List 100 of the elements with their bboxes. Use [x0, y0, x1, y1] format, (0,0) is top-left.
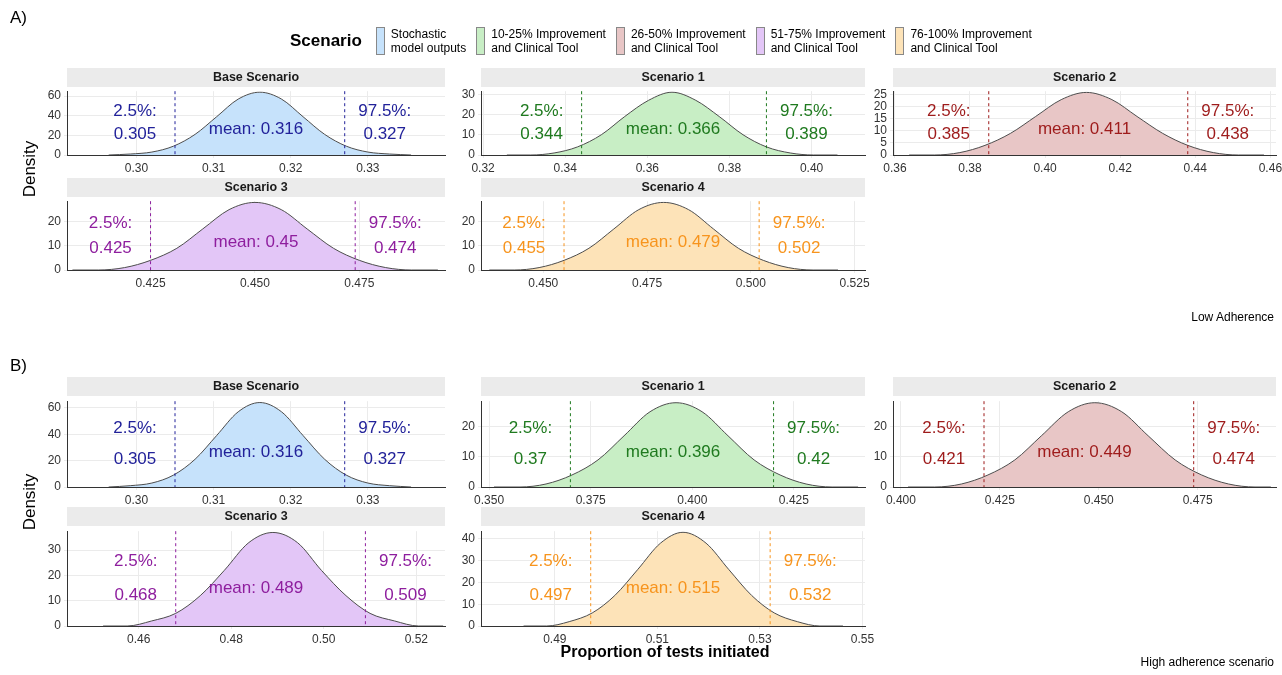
x-tick-label: 0.38 [958, 160, 982, 175]
y-tick-label: 40 [47, 108, 62, 123]
x-tick-label: 0.33 [356, 492, 380, 507]
x-tick-label: 0.36 [883, 160, 907, 175]
chart-title: Scenario 1 [481, 68, 865, 87]
y-tick-label: 20 [47, 452, 62, 467]
x-tick-label: 0.44 [1183, 160, 1208, 175]
x-tick-label: 0.40 [1033, 160, 1058, 175]
x-tick-label: 0.36 [635, 160, 660, 175]
annotation: mean: 0.515 [625, 577, 721, 597]
y-tick-label: 10 [461, 596, 476, 611]
y-tick-label: 5 [880, 135, 888, 150]
x-tick-label: 0.525 [839, 275, 870, 290]
chart-title: Scenario 2 [893, 377, 1276, 396]
x-tick-label: 0.33 [356, 160, 380, 175]
ref-line-label: 2.5%: 0.455 [502, 212, 546, 257]
x-tick-label: 0.40 [799, 160, 824, 175]
x-tick-label: 0.475 [632, 275, 663, 290]
y-tick-label: 20 [461, 214, 476, 229]
y-tick-label: 20 [873, 99, 888, 114]
y-tick-label: 20 [461, 106, 476, 121]
ref-line-label: 2.5%: 0.425 [88, 212, 133, 257]
annotation: mean: 0.489 [208, 577, 304, 597]
text: 76-100% Improvement and Clinical Tool [910, 27, 1032, 55]
ref-line-label: 2.5%: 0.305 [113, 101, 157, 144]
y-tick-label: 10 [873, 449, 888, 464]
x-tick-label: 0.375 [575, 492, 607, 507]
x-tick-label: 0.46 [1258, 160, 1282, 175]
x-tick-label: 0.350 [474, 492, 505, 507]
y-tick-label: 60 [47, 88, 62, 103]
chart-title: Base Scenario [67, 68, 445, 87]
x-tick-label: 0.50 [312, 631, 336, 646]
y-tick-label: 10 [873, 123, 888, 138]
x-tick-label: 0.450 [528, 275, 559, 290]
y-tick-label: 30 [461, 86, 476, 101]
ref-line-label: 97.5%: 0.532 [783, 551, 837, 605]
x-tick-label: 0.46 [127, 631, 151, 646]
x-tick-label: 0.31 [201, 492, 226, 507]
x-tick-label: 0.53 [748, 631, 772, 646]
x-tick-label: 0.34 [553, 160, 578, 175]
ref-line-label: 97.5%: 0.509 [378, 551, 432, 605]
x-tick-label: 0.425 [778, 492, 810, 507]
y-tick-label: 0 [880, 147, 888, 162]
ref-line-label: 97.5%: 0.327 [358, 101, 412, 144]
y-tick-label: 25 [873, 87, 888, 102]
ref-line-label: 97.5%: 0.389 [779, 101, 833, 144]
y-tick-label: 0 [54, 618, 62, 633]
text: B) [10, 356, 27, 376]
x-axis-title: Proportion of tests initiated [560, 643, 770, 661]
x-tick-label: 0.425 [984, 492, 1016, 507]
ref-line-label: 97.5%: 0.327 [358, 418, 412, 469]
chart-title: Base Scenario [67, 377, 445, 396]
x-tick-label: 0.400 [885, 492, 917, 507]
y-tick-label: 20 [47, 127, 62, 142]
chart-title: Scenario 3 [67, 178, 445, 197]
y-tick-label: 20 [47, 567, 62, 582]
y-tick-label: 20 [461, 574, 476, 589]
y-tick-label: 40 [461, 531, 476, 546]
x-tick-label: 0.48 [219, 631, 244, 646]
y-tick-label: 20 [461, 419, 476, 434]
text: Low Adherence [1191, 310, 1274, 324]
x-tick-label: 0.475 [344, 275, 375, 290]
x-tick-label: 0.55 [850, 631, 875, 646]
chart-title: Scenario 3 [67, 507, 445, 526]
ref-line-label: 97.5%: 0.42 [787, 418, 841, 469]
y-tick-label: 10 [461, 238, 476, 253]
ref-line-label: 2.5%: 0.385 [927, 101, 971, 144]
x-tick-label: 0.32 [279, 492, 303, 507]
y-tick-label: 40 [47, 426, 62, 441]
chart-title: Scenario 4 [481, 178, 865, 197]
annotation: mean: 0.316 [208, 119, 304, 139]
annotation: mean: 0.396 [625, 442, 721, 462]
y-tick-label: 0 [468, 479, 476, 494]
x-tick-label: 0.30 [124, 160, 149, 175]
y-tick-label: 30 [47, 542, 62, 557]
y-tick-label: 10 [47, 238, 62, 253]
y-tick-label: 60 [47, 400, 62, 415]
x-tick-label: 0.31 [201, 160, 226, 175]
text: 26-50% Improvement and Clinical Tool [630, 27, 746, 55]
annotation: mean: 0.45 [213, 232, 299, 252]
x-tick-label: 0.500 [735, 275, 767, 290]
y-tick-label: 20 [47, 214, 62, 229]
ref-line-label: 97.5%: 0.474 [1207, 418, 1261, 469]
y-tick-label: 10 [461, 127, 476, 142]
y-axis-title: Density [20, 473, 40, 530]
ref-line-label: 2.5%: 0.37 [508, 418, 553, 469]
y-tick-label: 30 [461, 552, 476, 567]
ref-line-label: 2.5%: 0.344 [519, 101, 564, 144]
annotation: mean: 0.366 [625, 119, 721, 139]
x-tick-label: 0.475 [1182, 492, 1213, 507]
y-tick-label: 0 [54, 262, 62, 277]
y-tick-label: 10 [461, 449, 476, 464]
x-tick-label: 0.450 [239, 275, 271, 290]
ref-line-label: 2.5%: 0.421 [922, 418, 966, 469]
annotation: mean: 0.449 [1037, 442, 1132, 462]
x-tick-label: 0.52 [404, 631, 429, 646]
text: 10-25% Improvement and Clinical Tool [491, 27, 606, 55]
x-tick-label: 0.42 [1108, 160, 1133, 175]
x-tick-label: 0.32 [279, 160, 303, 175]
ref-line-label: 2.5%: 0.305 [113, 418, 157, 469]
